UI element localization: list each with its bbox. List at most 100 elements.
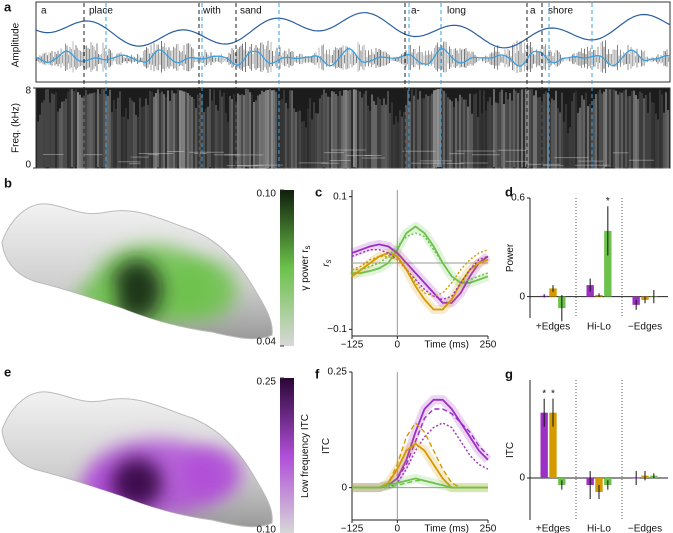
y-tick-label: 0.6 (511, 193, 525, 204)
spectrogram-column (293, 108, 295, 187)
spectrogram-column (195, 107, 197, 186)
spectrogram-column (379, 99, 381, 178)
spectrogram-column (65, 98, 67, 177)
spectrogram-column (545, 91, 547, 170)
series-line (352, 480, 488, 489)
spectrogram-column (109, 89, 111, 168)
spectrogram-column (625, 89, 627, 168)
spectrogram-column (203, 111, 205, 190)
spectrogram-column (523, 89, 525, 168)
y-tick-label: 0 (519, 473, 525, 484)
spectrogram-column (155, 93, 157, 172)
spectrogram-column (409, 101, 411, 180)
spectrogram-column (477, 117, 479, 196)
spectrogram-column (369, 110, 371, 189)
spectrogram-column (415, 89, 417, 168)
word: long (447, 6, 466, 17)
spectrogram-column (89, 93, 91, 172)
spectrogram-column (589, 103, 591, 182)
spectrogram-column (497, 103, 499, 182)
spectrogram-column (173, 93, 175, 172)
colorbar-label-text: Low frequency ITC (300, 414, 311, 498)
spectrogram-column (77, 92, 79, 171)
spectrogram-column (39, 114, 41, 193)
spectrogram-column (411, 89, 413, 168)
spectrogram-column (435, 89, 437, 168)
spectrogram-column (355, 89, 357, 168)
spectrogram-column (337, 95, 339, 174)
spectrogram-column (511, 100, 513, 179)
spectrogram-column (71, 89, 73, 168)
spectrogram-column (63, 101, 65, 180)
spectrogram-column (641, 92, 643, 171)
spectrogram-column (419, 91, 421, 170)
spectrogram-column (557, 108, 559, 187)
spectrogram-column (159, 93, 161, 172)
word: a (530, 6, 536, 17)
spectrogram-column (263, 91, 265, 170)
activation-blob (112, 260, 162, 320)
y-axis-label-text: ITC (505, 442, 516, 458)
spectrogram-column (41, 102, 43, 181)
spectrogram-column (289, 90, 291, 169)
spectrogram-column (111, 112, 113, 191)
spectrogram-column (257, 95, 259, 174)
spectrogram-column (249, 92, 251, 171)
spectrogram-column (69, 89, 71, 168)
spectrogram-column (665, 92, 667, 171)
y-axis-label: ITC (321, 438, 332, 454)
spectrogram-column (323, 89, 325, 168)
spectrogram-column (441, 89, 443, 168)
spectrogram-column (547, 92, 549, 171)
spectrogram-column (157, 89, 159, 168)
spectrogram-column (107, 95, 109, 174)
spectrogram-column (465, 99, 467, 178)
spectrogram-column (597, 92, 599, 171)
spectrogram-column (569, 127, 571, 206)
spectrogram-column (137, 116, 139, 195)
spectrogram-column (147, 105, 149, 184)
spectrogram-column (431, 93, 433, 172)
spectrogram-column (319, 98, 321, 177)
spectrogram-column (601, 93, 603, 172)
spectrogram-column (521, 89, 523, 168)
spectrogram-column (587, 106, 589, 185)
y-axis-label-text: Power (505, 243, 516, 272)
spectrogram-column (271, 90, 273, 169)
spectrogram-column (165, 97, 167, 176)
x-tick-label: Hi-Lo (587, 322, 611, 333)
spectrogram-column (627, 96, 629, 175)
spectrogram-column (517, 93, 519, 172)
x-tick-label: +Edges (536, 524, 570, 533)
spectrogram-column (217, 110, 219, 189)
y-tick-label: 0.1 (333, 191, 347, 202)
panel-label: a (4, 0, 12, 14)
spectrogram-column (535, 90, 537, 169)
spectrogram-column (383, 98, 385, 177)
spectrogram-column (61, 101, 63, 180)
x-tick-label: Hi-Lo (587, 524, 611, 533)
spectrogram-column (551, 98, 553, 177)
spectrogram-column (541, 101, 543, 180)
significance-marker: * (551, 388, 555, 399)
significance-marker: * (542, 388, 546, 399)
spectrogram-column (239, 94, 241, 173)
spectrogram-column (113, 99, 115, 178)
x-axis-label: Time (ms) (424, 340, 469, 351)
spectrogram-column (253, 102, 255, 181)
spectrogram-column (451, 101, 453, 180)
spectrogram-column (459, 94, 461, 173)
spectrogram-column (613, 89, 615, 168)
spectrogram-column (577, 112, 579, 191)
spectrogram-column (125, 108, 127, 187)
spectrogram-column (83, 95, 85, 174)
y-axis-label-text: r (321, 263, 332, 267)
spectrogram-column (373, 101, 375, 180)
spectrogram-column (417, 99, 419, 178)
word: sand (240, 6, 262, 17)
spectrogram-column (543, 93, 545, 172)
spectrogram-column (659, 90, 661, 169)
spectrogram-column (381, 105, 383, 184)
spectrogram-column (101, 89, 103, 168)
spectrogram-column (47, 89, 49, 168)
